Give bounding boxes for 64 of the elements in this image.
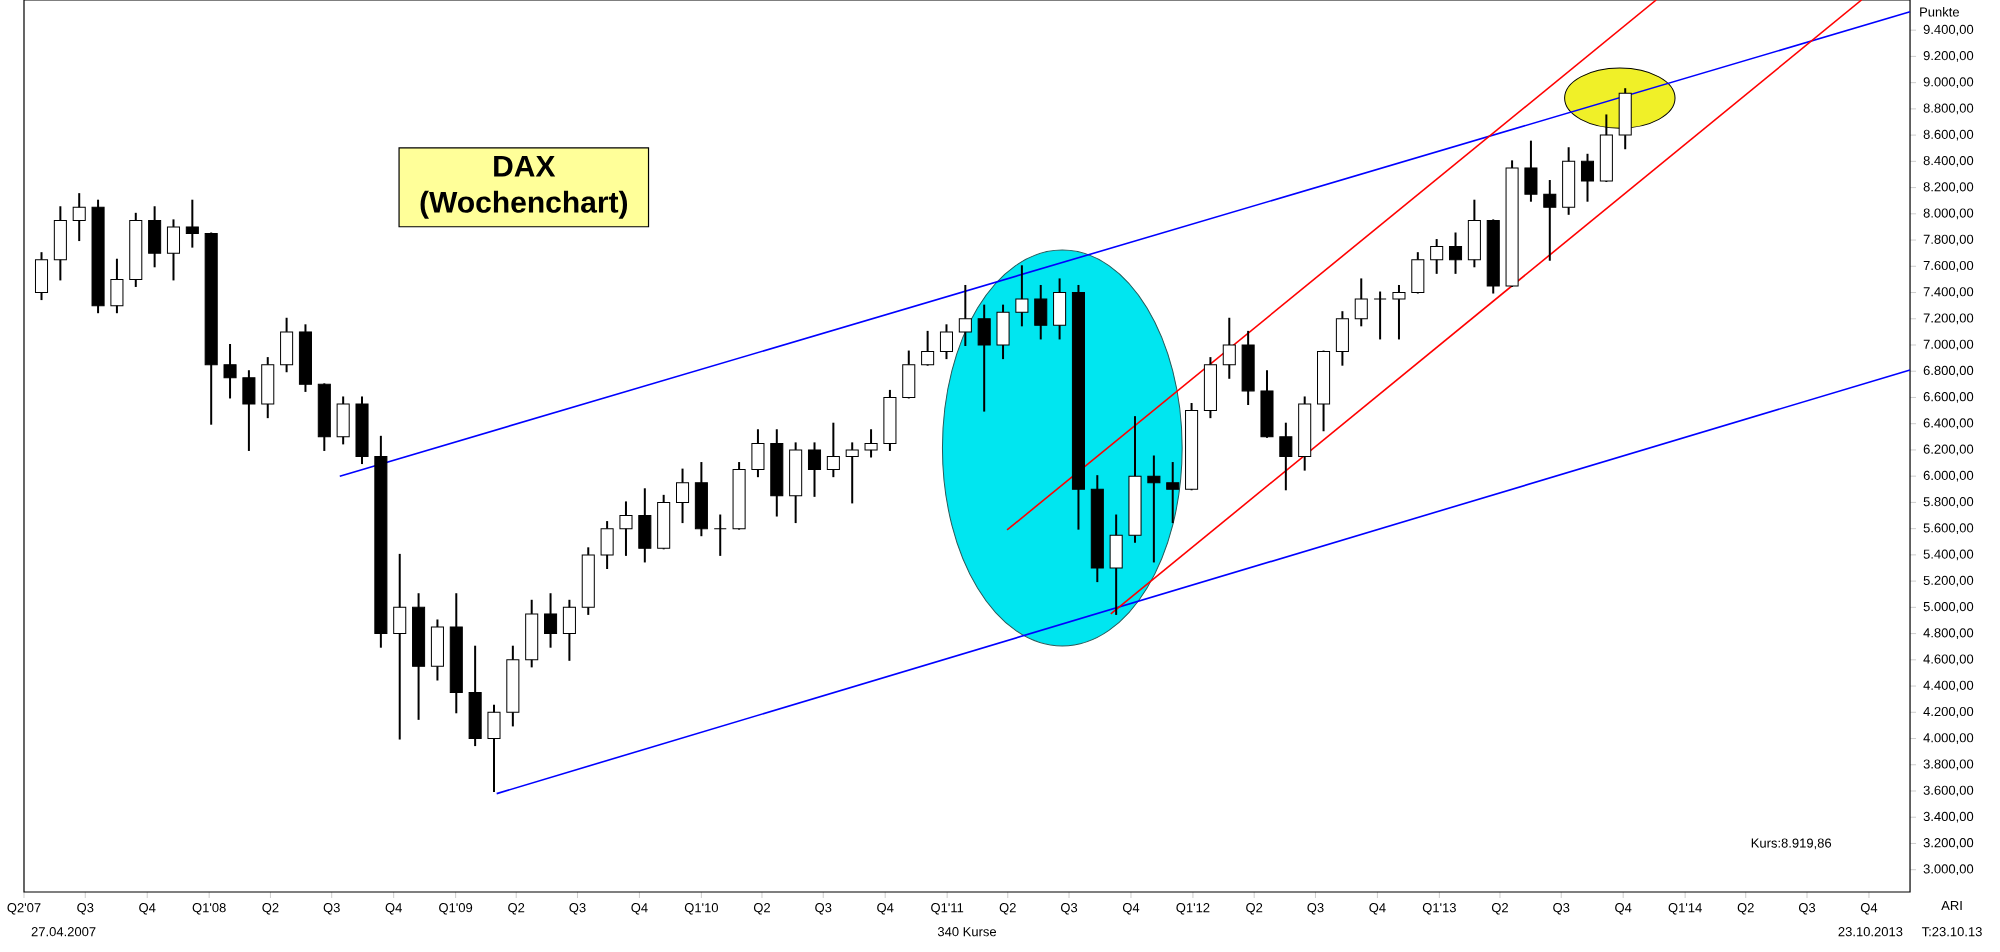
candlestick	[393, 553, 407, 740]
candlestick	[958, 284, 972, 346]
candlestick	[902, 350, 916, 399]
candlestick	[600, 521, 614, 569]
candlestick	[1524, 140, 1538, 202]
candlestick	[544, 593, 558, 648]
candlestick	[789, 442, 803, 524]
candlestick	[72, 193, 86, 242]
candlestick	[487, 704, 501, 792]
candlestick	[1053, 278, 1067, 340]
candlestick	[1203, 357, 1217, 419]
candlestick	[1335, 311, 1349, 366]
candlestick	[1279, 422, 1293, 491]
candlestick	[657, 494, 671, 550]
candlestick	[562, 599, 576, 661]
candlestick	[525, 599, 539, 668]
candlestick	[336, 396, 350, 445]
candlestick	[826, 422, 840, 478]
candlestick	[996, 304, 1010, 360]
candlestick	[1166, 462, 1180, 524]
candlestick	[1562, 147, 1576, 215]
candlestick	[166, 219, 181, 281]
candlestick	[1015, 265, 1029, 327]
candlestick	[1147, 455, 1161, 563]
candlestick	[242, 370, 256, 451]
candlestick	[883, 389, 897, 451]
candlestick	[751, 429, 765, 478]
candlestick	[619, 501, 633, 556]
candlestick	[1109, 514, 1123, 615]
candlestick	[1222, 317, 1236, 379]
candlestick	[1241, 330, 1255, 406]
candlestick	[1430, 239, 1444, 274]
candlestick	[1467, 199, 1481, 268]
candlestick	[280, 317, 294, 373]
candlestick	[977, 304, 991, 412]
candlestick	[1580, 153, 1595, 202]
candlestick	[34, 252, 49, 301]
candlestick	[694, 462, 708, 537]
candlestick	[864, 429, 878, 458]
candlestick	[676, 468, 690, 524]
candlestick	[1411, 252, 1425, 294]
candlestick	[807, 442, 822, 497]
candlestick	[845, 442, 859, 504]
candlestick	[1543, 180, 1557, 261]
text: DAX	[494, 155, 556, 177]
candlestick	[1260, 370, 1274, 438]
candlestick	[1448, 232, 1463, 274]
candlestick	[185, 199, 199, 248]
candlestick	[638, 488, 652, 563]
candlestick	[223, 343, 237, 399]
candlestick	[468, 645, 482, 747]
candlestick	[1034, 284, 1048, 340]
candlestick	[1373, 291, 1387, 340]
candlestick	[939, 324, 954, 360]
candlestick	[1392, 284, 1406, 340]
candlestick	[921, 330, 935, 366]
candlestick	[110, 258, 124, 314]
text: (Wochenchart)	[420, 190, 628, 219]
candlestick	[1354, 278, 1368, 327]
candlestick	[430, 619, 444, 681]
candlestick	[53, 206, 67, 281]
candlestick	[713, 514, 727, 556]
candlestick	[148, 206, 162, 268]
candlestick	[261, 357, 275, 419]
